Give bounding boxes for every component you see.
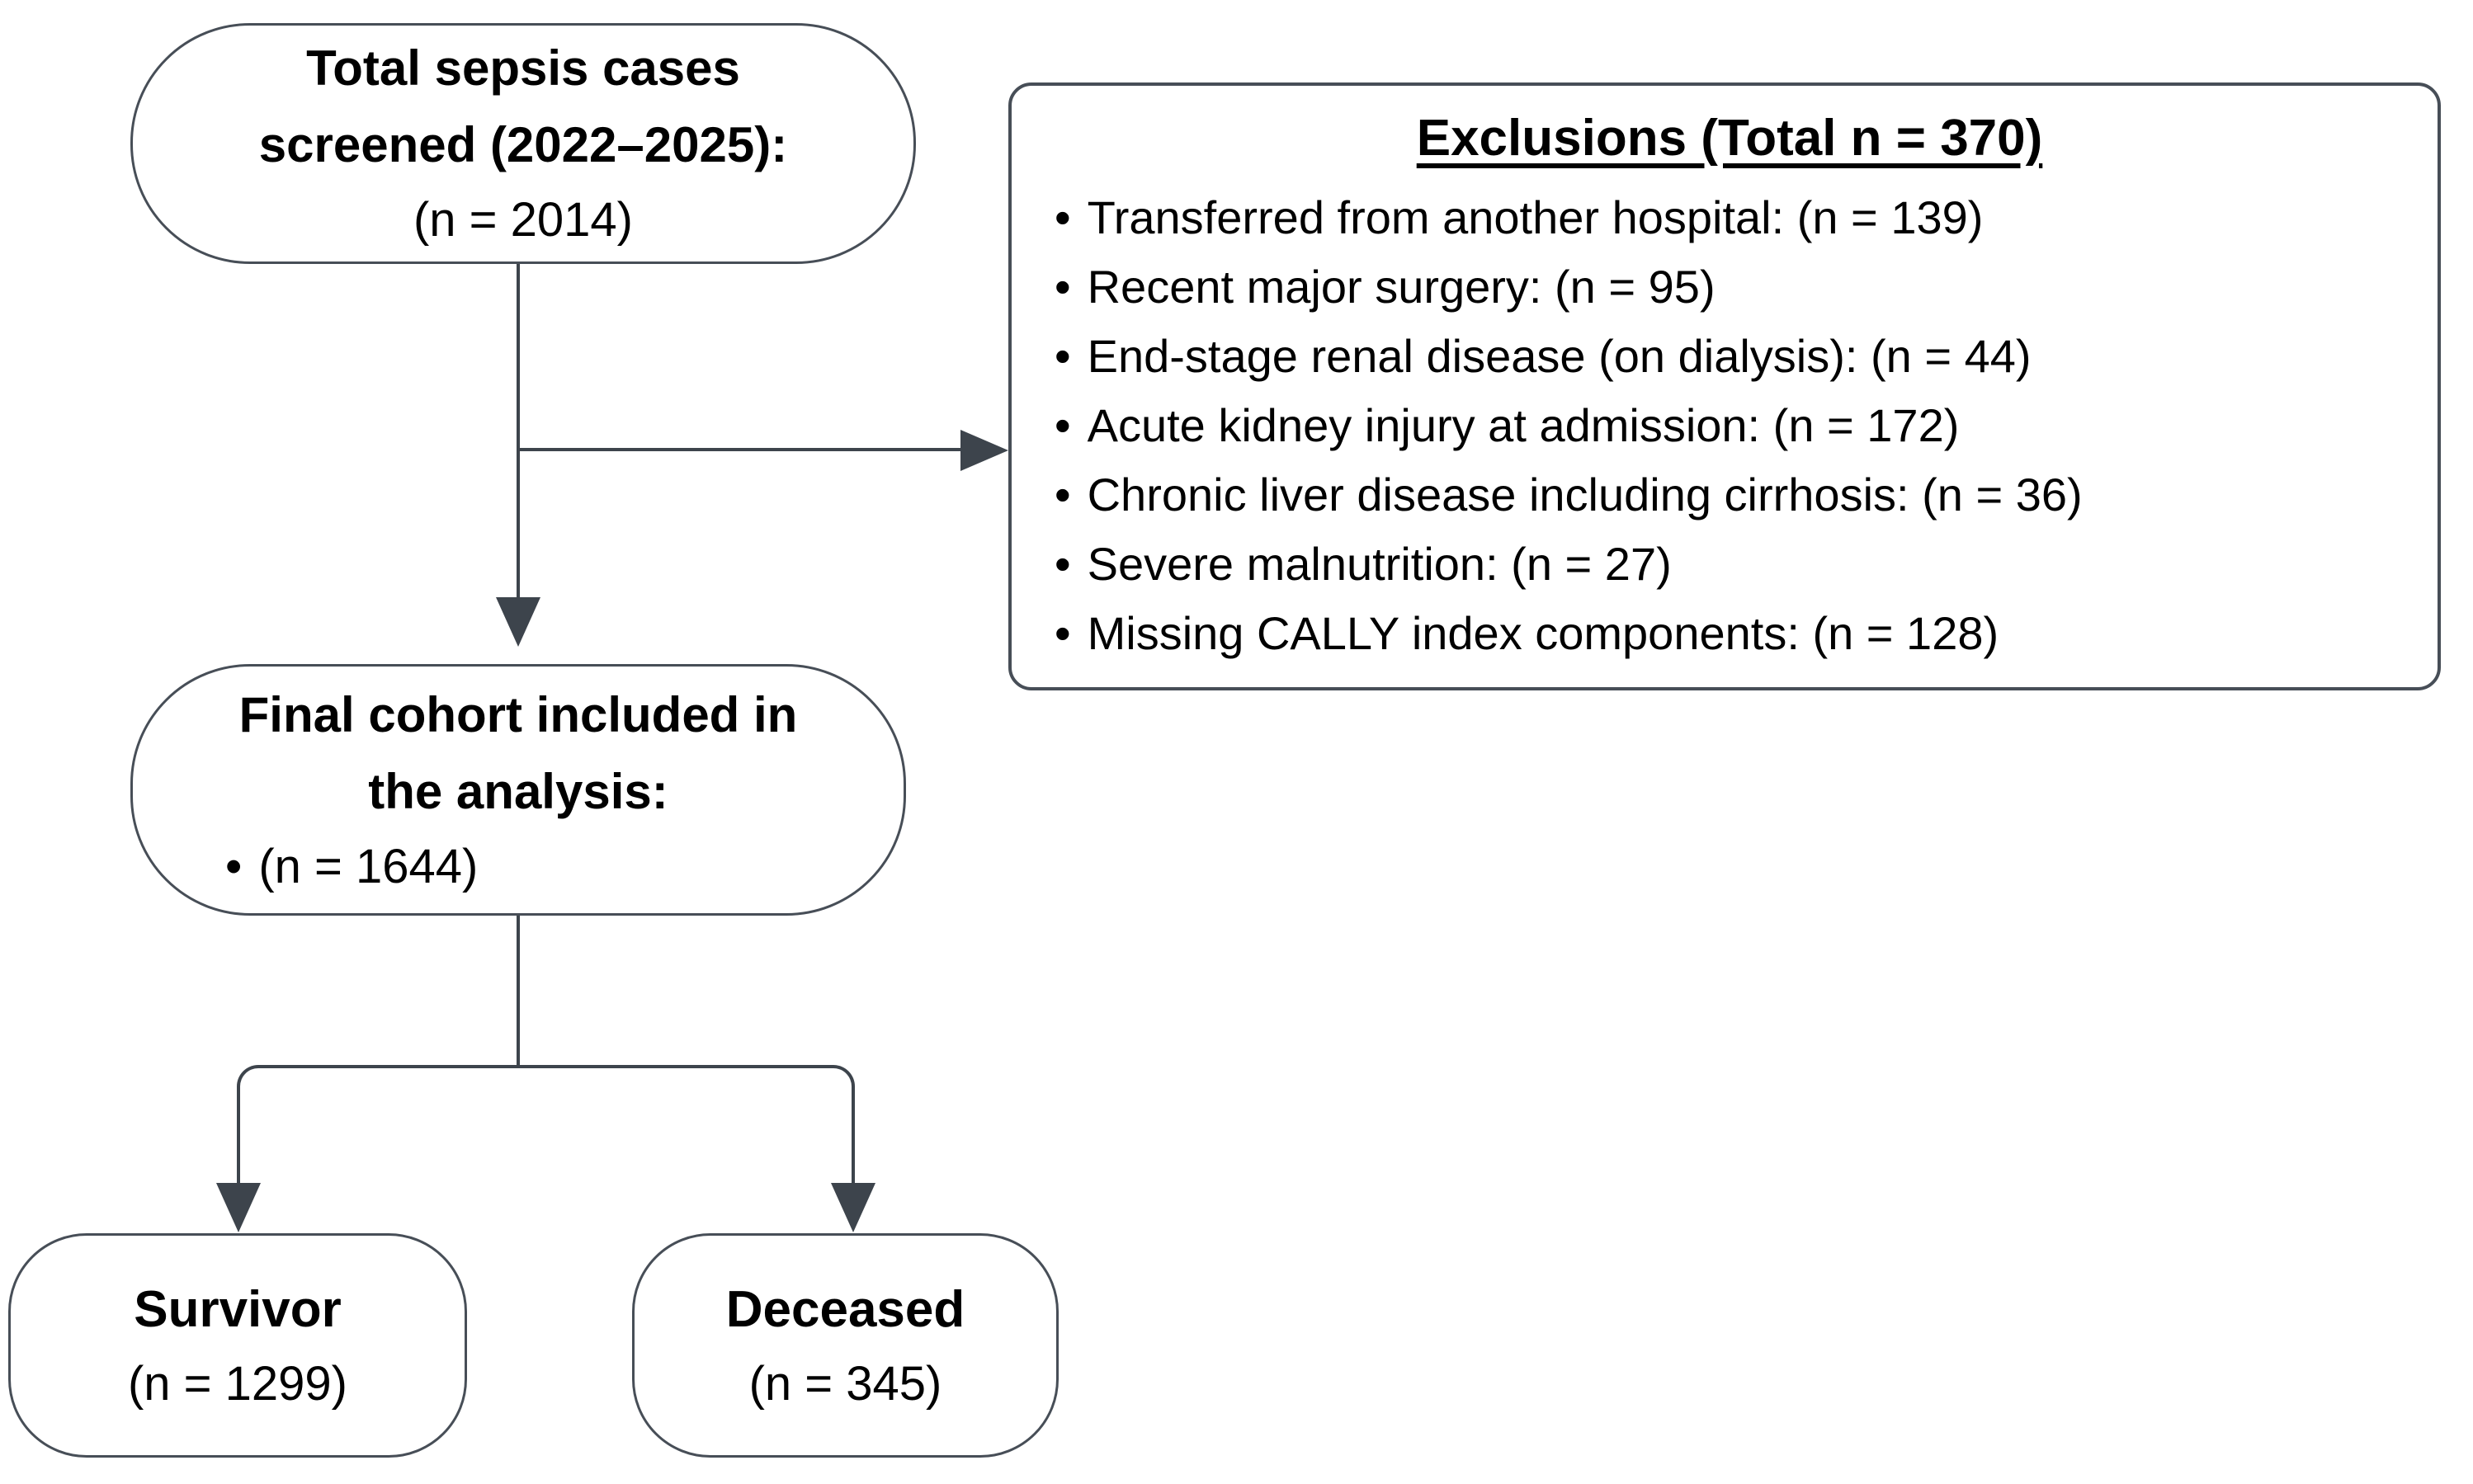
exclusion-item-text: Recent major surgery: (n = 95) xyxy=(1087,260,1716,313)
node-survivor: Survivor (n = 1299) xyxy=(8,1233,467,1458)
connector-to-exclusions xyxy=(517,448,961,451)
bullet-icon: • xyxy=(1055,260,1071,313)
deceased-count: (n = 345) xyxy=(748,1357,942,1411)
connector-final-to-split xyxy=(517,914,520,1068)
bullet-icon: • xyxy=(1055,537,1071,590)
exclusion-item-text: Chronic liver disease including cirrhosi… xyxy=(1087,468,2083,521)
exclusion-item: • Severe malnutrition: (n = 27) xyxy=(1055,530,2405,599)
exclusion-item: • Transferred from another hospital: (n =… xyxy=(1055,183,2405,252)
arrowhead-deceased-icon xyxy=(831,1183,875,1232)
bullet-icon: • xyxy=(1055,398,1071,451)
arrowhead-survivor-icon xyxy=(216,1183,261,1232)
survivor-title: Survivor xyxy=(134,1281,342,1338)
connector-total-to-final xyxy=(517,262,520,598)
survivor-count: (n = 1299) xyxy=(127,1357,347,1411)
final-cohort-count: • (n = 1644) xyxy=(133,830,904,904)
bullet-icon: • xyxy=(1055,191,1071,243)
total-screened-line2: screened (2022–2025): xyxy=(258,117,788,173)
final-cohort-line2: the analysis: xyxy=(368,763,668,819)
node-exclusions: Exclusions (Total n = 370) • Transferred … xyxy=(1008,82,2441,690)
bullet-icon: • xyxy=(1055,329,1071,382)
exclusion-item: • Recent major surgery: (n = 95) xyxy=(1055,252,2405,322)
bullet-icon: • xyxy=(225,839,243,893)
exclusion-item-text: End-stage renal disease (on dialysis): (… xyxy=(1087,329,2032,382)
exclusion-item-text: Severe malnutrition: (n = 27) xyxy=(1087,537,1672,590)
exclusion-item: • Acute kidney injury at admission: (n = … xyxy=(1055,391,2405,460)
arrowhead-exclusions-icon xyxy=(960,430,1008,471)
exclusions-list: • Transferred from another hospital: (n =… xyxy=(1055,183,2405,668)
exclusion-item-text: Missing CALLY index components: (n = 128… xyxy=(1087,606,1999,659)
exclusion-item: • End-stage renal disease (on dialysis): … xyxy=(1055,322,2405,391)
node-deceased: Deceased (n = 345) xyxy=(632,1233,1059,1458)
branch-elbow-right xyxy=(518,1065,855,1187)
exclusion-item: • Chronic liver disease including cirrhos… xyxy=(1055,460,2405,530)
total-screened-count: (n = 2014) xyxy=(413,193,633,247)
exclusion-item-text: Transferred from another hospital: (n = … xyxy=(1087,191,1984,243)
branch-elbow-left xyxy=(237,1065,520,1187)
bullet-icon: • xyxy=(1055,468,1071,521)
total-screened-line1: Total sepsis cases xyxy=(306,40,740,97)
arrowhead-final-icon xyxy=(496,597,540,647)
node-final-cohort: Final cohort included in the analysis: •… xyxy=(130,664,906,916)
final-cohort-line1: Final cohort included in xyxy=(238,686,798,742)
bullet-icon: • xyxy=(1055,606,1071,659)
exclusions-title: Exclusions (Total n = 370) xyxy=(1416,110,2043,167)
node-total-screened: Total sepsis cases screened (2022–2025):… xyxy=(130,23,916,264)
exclusion-item-text: Acute kidney injury at admission: (n = 1… xyxy=(1087,398,1960,451)
final-cohort-count-text: (n = 1644) xyxy=(258,839,479,893)
deceased-title: Deceased xyxy=(725,1281,965,1338)
exclusion-item: • Missing CALLY index components: (n = 12… xyxy=(1055,599,2405,668)
